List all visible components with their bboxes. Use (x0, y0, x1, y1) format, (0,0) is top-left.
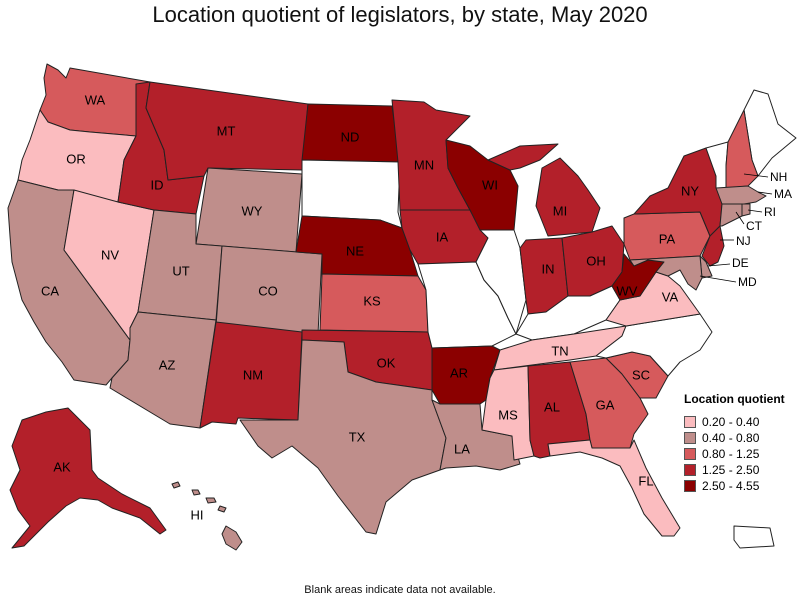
label-ak: AK (53, 459, 71, 474)
label-co: CO (258, 283, 278, 298)
state-nh[interactable] (725, 109, 759, 189)
label-sc: SC (632, 367, 650, 382)
state-tx[interactable] (239, 339, 447, 535)
label-ri: RI (764, 205, 776, 219)
state-la[interactable] (431, 399, 521, 471)
label-md: MD (738, 275, 757, 289)
label-mi: MI (553, 203, 567, 218)
legend-title: Location quotient (684, 392, 785, 406)
label-wv: WV (617, 283, 638, 298)
state-nc[interactable] (595, 313, 713, 377)
legend-swatch (684, 480, 696, 492)
legend-label: 0.40 - 0.80 (702, 431, 760, 445)
legend-item: 1.25 - 2.50 (684, 462, 796, 478)
label-nj: NJ (736, 234, 751, 248)
legend-swatch (684, 432, 696, 444)
label-de: DE (732, 256, 749, 270)
label-nm: NM (243, 367, 263, 382)
state-pr[interactable] (733, 525, 775, 549)
legend-label: 0.20 - 0.40 (702, 415, 760, 429)
label-fl: FL (638, 473, 653, 488)
label-mn: MN (414, 157, 434, 172)
state-ak[interactable] (9, 407, 167, 549)
legend-label: 0.80 - 1.25 (702, 447, 760, 461)
label-in: IN (542, 261, 555, 276)
state-mi[interactable] (487, 143, 601, 237)
label-ca: CA (41, 283, 59, 298)
legend-item: 0.20 - 0.40 (684, 414, 796, 430)
label-ne: NE (346, 243, 364, 258)
state-md[interactable] (629, 255, 703, 291)
state-ri[interactable] (741, 203, 751, 217)
state-fl[interactable] (547, 439, 681, 537)
label-hi: HI (191, 507, 204, 522)
label-la: LA (454, 441, 470, 456)
legend-label: 1.25 - 2.50 (702, 463, 760, 477)
label-wy: WY (242, 203, 263, 218)
legend-item: 0.40 - 0.80 (684, 430, 796, 446)
label-wa: WA (85, 92, 106, 107)
label-ms: MS (498, 407, 518, 422)
footnote: Blank areas indicate data not available. (304, 584, 496, 596)
label-ma: MA (774, 187, 792, 201)
label-mt: MT (217, 123, 236, 138)
state-hi[interactable] (171, 481, 243, 551)
legend: Location quotient 0.20 - 0.40 0.40 - 0.8… (684, 392, 796, 494)
state-il[interactable] (475, 229, 527, 335)
label-ny: NY (681, 183, 699, 198)
label-id: ID (151, 177, 164, 192)
label-ut: UT (172, 263, 189, 278)
label-ia: IA (436, 229, 449, 244)
label-oh: OH (586, 253, 606, 268)
legend-swatch (684, 448, 696, 460)
label-tx: TX (349, 429, 366, 444)
legend-item: 2.50 - 4.55 (684, 478, 796, 494)
label-tn: TN (551, 343, 568, 358)
label-nd: ND (341, 129, 360, 144)
label-va: VA (662, 289, 679, 304)
legend-swatch (684, 464, 696, 476)
label-ks: KS (363, 293, 381, 308)
label-pa: PA (659, 231, 676, 246)
label-nh: NH (770, 170, 787, 184)
label-nv: NV (101, 247, 119, 262)
label-al: AL (544, 399, 560, 414)
label-ct: CT (746, 219, 763, 233)
legend-label: 2.50 - 4.55 (702, 479, 760, 493)
label-az: AZ (159, 357, 176, 372)
legend-swatch (684, 416, 696, 428)
legend-item: 0.80 - 1.25 (684, 446, 796, 462)
label-ga: GA (596, 397, 615, 412)
label-ok: OK (377, 355, 396, 370)
state-ma[interactable] (715, 185, 767, 205)
label-or: OR (66, 151, 86, 166)
state-ct[interactable] (719, 203, 743, 227)
label-wi: WI (482, 177, 498, 192)
label-ar: AR (450, 365, 468, 380)
page-title: Location quotient of legislators, by sta… (152, 2, 648, 27)
state-nj[interactable] (701, 225, 725, 267)
